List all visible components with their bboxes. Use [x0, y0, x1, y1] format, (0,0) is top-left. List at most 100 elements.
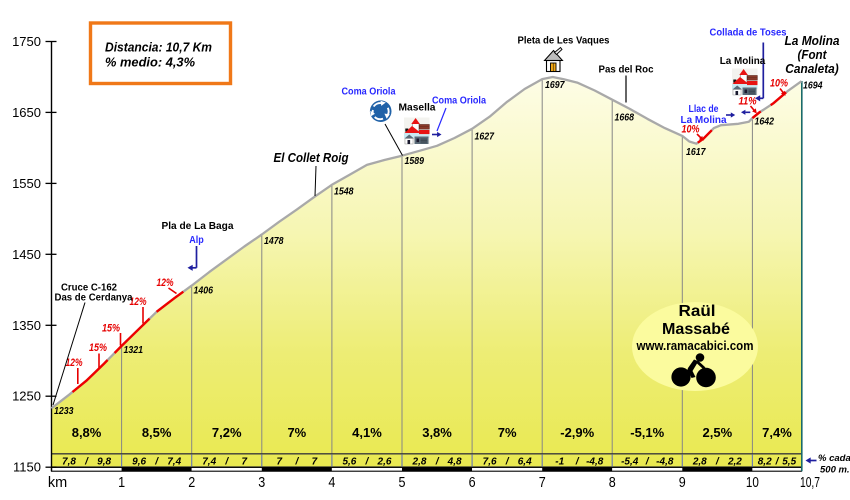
svg-text:10: 10 [746, 475, 759, 491]
svg-text:8: 8 [609, 475, 616, 491]
svg-text:1668: 1668 [615, 113, 635, 124]
svg-text:5,5: 5,5 [782, 456, 796, 467]
svg-text:Cruce C-162: Cruce C-162 [61, 283, 117, 294]
svg-text:1478: 1478 [264, 236, 284, 247]
svg-text:Pleta de Les Vaques: Pleta de Les Vaques [518, 35, 610, 47]
svg-text:2,6: 2,6 [377, 456, 392, 467]
svg-text:7: 7 [242, 456, 248, 467]
svg-text:3,8%: 3,8% [422, 425, 452, 440]
svg-text:La Molina: La Molina [785, 33, 840, 48]
svg-text:4: 4 [328, 475, 335, 491]
svg-text:1: 1 [118, 475, 125, 491]
svg-text:-5,4: -5,4 [621, 456, 639, 467]
svg-text:15%: 15% [102, 323, 120, 335]
svg-text:7,4: 7,4 [167, 456, 181, 467]
svg-text:10%: 10% [770, 78, 788, 90]
svg-text:2,8: 2,8 [412, 456, 427, 467]
svg-text:Massabé: Massabé [662, 321, 730, 338]
svg-text:2,2: 2,2 [727, 456, 742, 467]
svg-text:10,7: 10,7 [800, 475, 820, 491]
svg-text:Pas del Roc: Pas del Roc [599, 64, 654, 76]
svg-text:1589: 1589 [405, 156, 425, 167]
svg-text:1350: 1350 [12, 318, 41, 333]
svg-text:Canaleta): Canaleta) [785, 61, 839, 76]
svg-text:4,1%: 4,1% [352, 425, 382, 440]
svg-text:/: / [505, 456, 510, 467]
svg-text:Coma Oriola: Coma Oriola [432, 95, 486, 107]
svg-text:1250: 1250 [12, 389, 41, 404]
svg-text:1150: 1150 [13, 460, 41, 475]
svg-text:6: 6 [469, 475, 476, 491]
svg-text:1650: 1650 [12, 105, 41, 120]
svg-text:Pla de La Baga: Pla de La Baga [162, 220, 234, 232]
svg-text:1642: 1642 [755, 117, 775, 128]
svg-text:4,8: 4,8 [447, 456, 462, 467]
svg-text:1694: 1694 [803, 81, 823, 92]
svg-text:Alp: Alp [189, 234, 204, 246]
svg-text:2,8: 2,8 [692, 456, 707, 467]
svg-text:El Collet Roig: El Collet Roig [274, 151, 349, 165]
svg-text:8,5%: 8,5% [142, 425, 172, 440]
svg-text:1233: 1233 [54, 406, 74, 417]
svg-text:km: km [48, 475, 67, 491]
svg-text:-5,1%: -5,1% [630, 425, 664, 440]
svg-text:Distancia: 10,7 Km: Distancia: 10,7 Km [105, 40, 212, 55]
svg-text:Masella: Masella [399, 102, 436, 114]
svg-text:7,2%: 7,2% [212, 425, 242, 440]
svg-text:12%: 12% [66, 357, 83, 369]
svg-text:Llac de: Llac de [689, 103, 719, 115]
svg-text:500 m.: 500 m. [820, 465, 850, 476]
svg-text:/: / [84, 456, 89, 467]
svg-text:10%: 10% [682, 124, 700, 136]
svg-text:/: / [295, 456, 300, 467]
svg-text:7: 7 [539, 475, 546, 491]
svg-text:/: / [365, 456, 370, 467]
svg-text:-2,9%: -2,9% [560, 425, 594, 440]
svg-text:/: / [715, 456, 720, 467]
svg-text:1550: 1550 [12, 176, 41, 191]
svg-text:1321: 1321 [124, 345, 144, 356]
svg-text:/: / [775, 456, 780, 467]
svg-text:6,4: 6,4 [518, 456, 532, 467]
svg-text:7,8: 7,8 [62, 456, 76, 467]
svg-text:La Molina: La Molina [720, 55, 766, 67]
svg-text:8,2: 8,2 [758, 456, 772, 467]
svg-text:-4,8: -4,8 [656, 456, 674, 467]
svg-text:7,4: 7,4 [202, 456, 216, 467]
svg-text:Collada de Toses: Collada de Toses [710, 27, 787, 39]
svg-text:7: 7 [277, 456, 283, 467]
svg-text:-4,8: -4,8 [586, 456, 604, 467]
svg-text:/: / [224, 456, 229, 467]
svg-text:15%: 15% [89, 342, 107, 354]
svg-text:11%: 11% [739, 96, 757, 108]
svg-text:Coma Oriola: Coma Oriola [342, 86, 396, 98]
svg-text:5,6: 5,6 [342, 456, 356, 467]
svg-text:La Molina: La Molina [681, 114, 727, 126]
svg-text:8,8%: 8,8% [72, 425, 102, 440]
svg-text:9,6: 9,6 [132, 456, 146, 467]
svg-text:12%: 12% [157, 277, 174, 289]
svg-text:/: / [645, 456, 650, 467]
svg-text:7%: 7% [287, 425, 306, 440]
svg-text:7,4%: 7,4% [762, 425, 792, 440]
svg-text:Raül: Raül [679, 303, 716, 320]
svg-text:-1: -1 [555, 456, 564, 467]
svg-text:1697: 1697 [545, 80, 565, 91]
svg-text:Das de Cerdanya: Das de Cerdanya [55, 293, 133, 304]
svg-text:9: 9 [679, 475, 686, 491]
svg-text:www.ramacabici.com: www.ramacabici.com [636, 338, 754, 353]
svg-text:7%: 7% [498, 425, 517, 440]
svg-text:1406: 1406 [194, 286, 214, 297]
svg-text:/: / [575, 456, 580, 467]
svg-text:% cada: % cada [818, 453, 850, 464]
svg-text:/: / [154, 456, 159, 467]
svg-text:1750: 1750 [12, 34, 41, 49]
svg-text:7,6: 7,6 [483, 456, 497, 467]
svg-text:1548: 1548 [334, 187, 354, 198]
svg-text:2,5%: 2,5% [703, 425, 733, 440]
svg-text:% medio: 4,3%: % medio: 4,3% [105, 55, 195, 70]
svg-text:1627: 1627 [475, 132, 495, 143]
svg-text:7: 7 [312, 456, 318, 467]
svg-text:(Font: (Font [798, 47, 828, 62]
svg-text:/: / [435, 456, 440, 467]
